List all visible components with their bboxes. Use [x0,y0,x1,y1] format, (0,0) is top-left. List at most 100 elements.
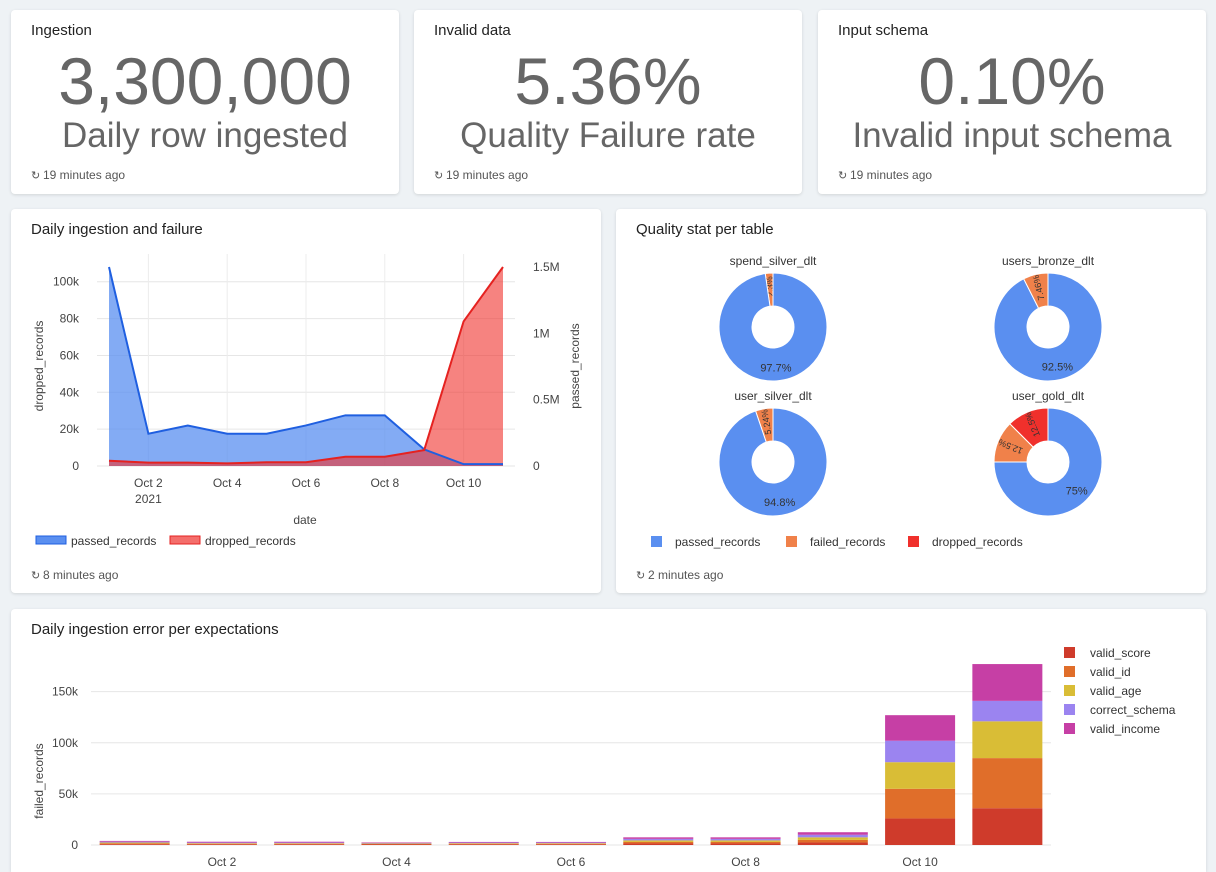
legend-swatch-passed_records [651,536,662,547]
pie-slice-label: 5.24% [759,409,773,436]
bar-segment-valid_income [623,837,694,839]
pie-slice-label: 94.8% [764,497,795,509]
bar-segment-valid_age [623,840,694,842]
bar-segment-valid_id [710,841,781,844]
bar-segment-valid_age [99,842,170,844]
x-tick-label: Oct 8 [370,476,399,490]
legend-label-passed: passed_records [71,534,156,548]
legend-label-passed_records: passed_records [675,535,760,549]
counter-value: 5.36% [514,44,702,118]
bar-segment-correct_schema [448,842,519,844]
daily-ingestion-chart: 0 20k 40k 60k 80k 100k 0 0.5M 1M 1.5M Oct 2 2021 Oct… [32,254,582,548]
x-tick-label: Oct 10 [446,476,482,490]
refresh-icon: ↻ [31,570,41,582]
legend-swatch-dropped [169,535,201,545]
legend-label-valid_score: valid_score [1090,646,1151,660]
legend-label-valid_id: valid_id [1090,665,1131,679]
x-tick-label: Oct 8 [731,855,760,869]
refresh-text: 2 minutes ago [648,568,724,582]
bar-segment-valid_score [623,843,694,845]
bar-segment-valid_id [448,843,519,845]
y-tick-label: 40k [60,385,80,399]
legend-swatch-valid_income [1064,723,1075,734]
panel-title: Quality stat per table [636,221,774,238]
legend-swatch-valid_age [1064,685,1075,696]
pie-slice-label: 92.5% [1042,361,1073,373]
quality-pie-chart: spend_silver_dlt 2.3% 97.7% users_bronze_dl… [651,254,1103,549]
counter-label: Invalid input schema [852,116,1172,155]
pie-title: users_bronze_dlt [1002,254,1095,268]
counter-card-input-schema: Input schema 0.10% Invalid input schema … [818,10,1206,194]
bar-segment-correct_schema [536,842,606,844]
bar-segment-correct_schema [710,838,781,841]
y-tick-label: 60k [60,348,80,362]
bar-segment-valid_income [361,842,432,843]
bar-segment-valid_score [797,842,868,845]
x-tick-label: Oct 10 [902,855,938,869]
bar-segment-valid_score [885,818,956,845]
bar-segment-correct_schema [885,740,956,763]
legend-label-dropped: dropped_records [205,534,296,548]
bar-segment-valid_age [797,837,868,840]
y-axis-title: failed_records [32,743,46,818]
line-dropped-records [108,266,504,465]
bar-segment-valid_score [448,844,519,845]
bar-segment-valid_score [274,844,345,845]
x-tick-sublabel: 2021 [135,492,162,506]
y-right-tick-label: 1.5M [533,260,560,274]
refresh-text: 8 minutes ago [43,568,119,582]
y-tick-label: 20k [60,422,80,436]
counter-value: 3,300,000 [58,44,352,118]
legend-swatch-valid_score [1064,647,1075,658]
legend-swatch-failed_records [786,536,797,547]
y-right-tick-label: 1M [533,326,550,340]
pie-title: user_silver_dlt [734,389,812,403]
bar-segment-valid_age [361,843,432,844]
refresh-status[interactable]: ↻ 2 minutes ago [636,568,723,582]
bar-segment-valid_score [186,844,257,845]
bar-segment-valid_income [885,715,956,741]
area-dropped-records [109,267,503,466]
refresh-status[interactable]: ↻ 8 minutes ago [31,568,118,582]
bar-segment-valid_id [186,843,257,845]
bar-segment-valid_income [274,841,345,843]
bar-segment-correct_schema [623,838,694,841]
pie-title: spend_silver_dlt [730,254,817,268]
x-tick-label: Oct 6 [557,855,586,869]
y-axis-title: dropped_records [32,321,46,412]
refresh-status[interactable]: ↻ 19 minutes ago [838,168,932,182]
bar-segment-correct_schema [274,842,345,844]
bar-segment-valid_age [274,843,345,844]
x-axis-title: date [293,513,317,527]
y-right-tick-label: 0 [533,459,540,473]
bar-segment-valid_age [448,843,519,844]
legend-swatch-valid_id [1064,666,1075,677]
counter-label: Daily row ingested [62,116,348,155]
pie-slice-passed_records [718,272,828,382]
bar-segment-valid_income [99,840,170,842]
refresh-status[interactable]: ↻ 19 minutes ago [434,168,528,182]
refresh-status[interactable]: ↻ 19 minutes ago [31,168,125,182]
counter-title: Ingestion [31,22,92,39]
bar-segment-correct_schema [972,700,1043,722]
bar-segment-valid_income [972,664,1043,701]
bar-segment-correct_schema [186,842,257,844]
y-tick-label: 0 [71,838,78,852]
bar-segment-valid_id [797,839,868,843]
counter-title: Input schema [838,22,929,39]
y-tick-label: 50k [59,787,79,801]
counter-card-invalid-data: Invalid data 5.36% Quality Failure rate … [414,10,802,194]
bar-segment-valid_score [710,843,781,845]
pie-slice-label: 2.3% [764,276,775,297]
bar-segment-valid_age [536,843,606,844]
bar-segment-valid_age [972,721,1043,759]
bar-segment-valid_id [274,843,345,845]
y-right-axis-title: passed_records [568,323,582,408]
counter-card-ingestion: Ingestion 3,300,000 Daily row ingested ↻… [11,10,399,194]
refresh-icon: ↻ [31,170,41,182]
legend-label-dropped_records: dropped_records [932,535,1023,549]
x-tick-label: Oct 2 [134,476,163,490]
legend-label-valid_income: valid_income [1090,722,1160,736]
pie-slice-passed_records [718,407,828,517]
refresh-icon: ↻ [838,170,848,182]
